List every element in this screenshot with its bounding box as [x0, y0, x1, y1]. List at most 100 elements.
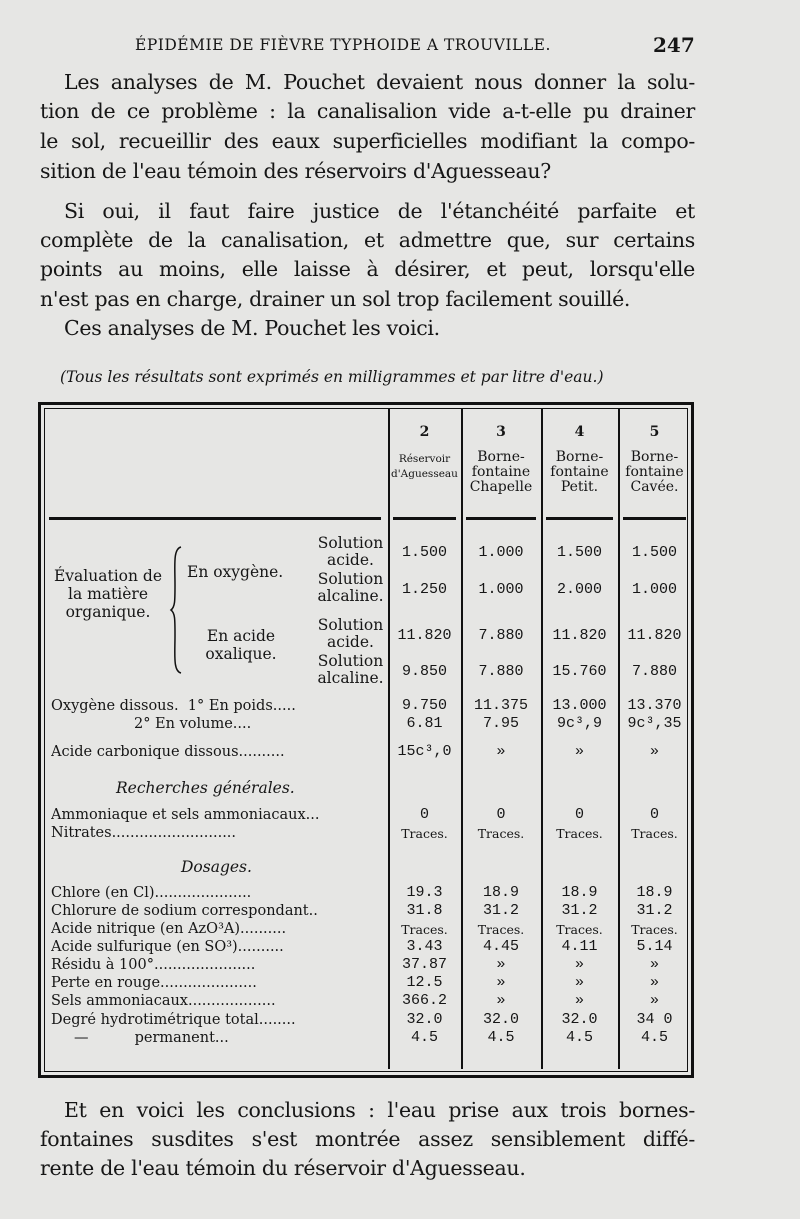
- table-cell: 366.2: [401, 992, 447, 1009]
- table-cell: 34 0: [636, 1011, 673, 1028]
- table-cell: 11.820: [397, 627, 452, 644]
- text-line: complète de la canalisation, et admettre…: [40, 228, 695, 252]
- table-cell: 4.45: [482, 938, 519, 955]
- column-number: 5: [649, 424, 660, 440]
- table-cell: 9.850: [401, 663, 447, 680]
- row-label: Oxygène dissous. 1° En poids.....: [51, 698, 296, 714]
- table-cell: 0: [649, 806, 659, 823]
- table-cell: 9c³,35: [627, 715, 682, 732]
- table-cell: 7.95: [482, 715, 519, 732]
- table-cell: »: [496, 974, 506, 991]
- table-cell: 1.500: [401, 544, 447, 561]
- text-line: n'est pas en charge, drainer un sol trop…: [40, 287, 631, 311]
- running-title: ÉPIDÉMIE DE FIÈVRE TYPHOIDE A TROUVILLE.: [135, 36, 551, 54]
- analysis-table: 2 Réservoir d'Aguesseau 3 Borne-fontaine Ch…: [38, 402, 694, 1078]
- row-label: Perte en rouge.....................: [51, 975, 257, 991]
- section-heading: Recherches générales.: [116, 779, 295, 797]
- solution-label: Solution alcaline.: [317, 652, 384, 687]
- table-cell: 1.500: [631, 544, 677, 561]
- table-cell: 4.5: [410, 1029, 438, 1046]
- table-cell: 11.820: [552, 627, 607, 644]
- header-rule: [546, 517, 613, 520]
- table-cell: Traces.: [477, 826, 525, 841]
- table-cell: 1.000: [478, 544, 524, 561]
- column-name: Borne-fontaine Chapelle: [469, 449, 533, 495]
- brace-icon: [169, 546, 182, 674]
- table-cell: »: [574, 956, 584, 973]
- column-number: 2: [419, 424, 430, 440]
- row-label: Acide carbonique dissous..........: [51, 744, 285, 760]
- table-cell: Traces.: [556, 826, 603, 841]
- table-cell: »: [649, 992, 659, 1009]
- row-label: Degré hydrotimétrique total........: [51, 1012, 296, 1028]
- column-header: 4 Borne-fontaine Petit.: [541, 425, 618, 495]
- table-cell: 32.0: [406, 1011, 443, 1028]
- table-cell: »: [496, 956, 506, 973]
- table-cell: 1.000: [631, 581, 677, 598]
- table-cell: »: [574, 743, 584, 760]
- table-cell: »: [649, 743, 659, 760]
- column-divider: [461, 409, 463, 1069]
- table-cell: 13.000: [552, 697, 607, 714]
- column-divider: [388, 409, 390, 1069]
- solution-label: Solution acide.: [317, 534, 384, 569]
- table-cell: 9c³,9: [556, 715, 602, 732]
- table-cell: 5.14: [636, 938, 673, 955]
- table-cell: 0: [574, 806, 584, 823]
- table-cell: Traces.: [631, 922, 678, 937]
- text-line: points au moins, elle laisse à désirer, …: [40, 257, 695, 281]
- table-cell: 3.43: [406, 938, 443, 955]
- units-note: (Tous les résultats sont exprimés en mil…: [60, 368, 604, 386]
- table-cell: 32.0: [482, 1011, 519, 1028]
- column-divider: [541, 409, 543, 1069]
- table-cell: »: [649, 974, 659, 991]
- table-cell: Traces.: [556, 922, 603, 937]
- table-cell: 11.820: [627, 627, 682, 644]
- row-label: Chlorure de sodium correspondant..: [51, 903, 318, 919]
- text-line: fontaines susdites s'est montrée assez s…: [40, 1127, 695, 1151]
- table-cell: 6.81: [406, 715, 443, 732]
- page-number: 247: [653, 33, 695, 57]
- text-line: Si oui, il faut faire justice de l'étanc…: [64, 199, 695, 223]
- table-cell: »: [496, 992, 506, 1009]
- row-label: 2° En volume....: [51, 716, 252, 732]
- table-cell: 0: [419, 806, 429, 823]
- section-heading: Dosages.: [181, 858, 252, 876]
- table-cell: »: [574, 992, 584, 1009]
- row-label: Acide sulfurique (en SO³)..........: [51, 939, 284, 955]
- row-label: Acide nitrique (en AzO³A)..........: [51, 921, 287, 937]
- table-cell: 31.2: [636, 902, 673, 919]
- row-label: Nitrates...........................: [51, 825, 237, 841]
- table-cell: 18.9: [561, 884, 598, 901]
- text-line: tion de ce problème : la canalisalion vi…: [40, 99, 695, 123]
- table-cell: 15.760: [552, 663, 607, 680]
- solution-label: Solution alcaline.: [317, 570, 384, 605]
- row-label: Chlore (en Cl).....................: [51, 885, 252, 901]
- table-cell: »: [649, 956, 659, 973]
- text-line: rente de l'eau témoin du réservoir d'Agu…: [40, 1156, 526, 1180]
- table-inner-border: [44, 408, 688, 1072]
- table-cell: 11.375: [473, 697, 528, 714]
- table-cell: »: [496, 743, 506, 760]
- table-cell: 31.8: [406, 902, 443, 919]
- text-line: Et en voici les conclusions : l'eau pris…: [64, 1098, 695, 1122]
- table-cell: 1.250: [401, 581, 447, 598]
- solution-label: Solution acide.: [317, 616, 384, 651]
- table-cell: 7.880: [631, 663, 677, 680]
- column-name: Borne-fontaine Cavée.: [625, 449, 684, 495]
- column-number: 4: [574, 424, 585, 440]
- table-cell: 1.000: [478, 581, 524, 598]
- column-header: 5 Borne-fontaine Cavée.: [618, 425, 691, 495]
- table-cell: 32.0: [561, 1011, 598, 1028]
- table-cell: 19.3: [406, 884, 443, 901]
- table-cell: 4.5: [565, 1029, 593, 1046]
- table-cell: 4.5: [640, 1029, 668, 1046]
- row-label: — permanent...: [51, 1030, 229, 1046]
- column-header: 2 Réservoir d'Aguesseau: [388, 425, 461, 482]
- organic-group-label: Évaluation de la matière organique.: [53, 567, 162, 621]
- header-rule: [623, 517, 686, 520]
- table-cell: 15c³,0: [397, 743, 452, 760]
- text-line: Les analyses de M. Pouchet devaient nous…: [64, 70, 695, 94]
- header-rule: [49, 517, 381, 520]
- column-header: 3 Borne-fontaine Chapelle: [461, 425, 541, 495]
